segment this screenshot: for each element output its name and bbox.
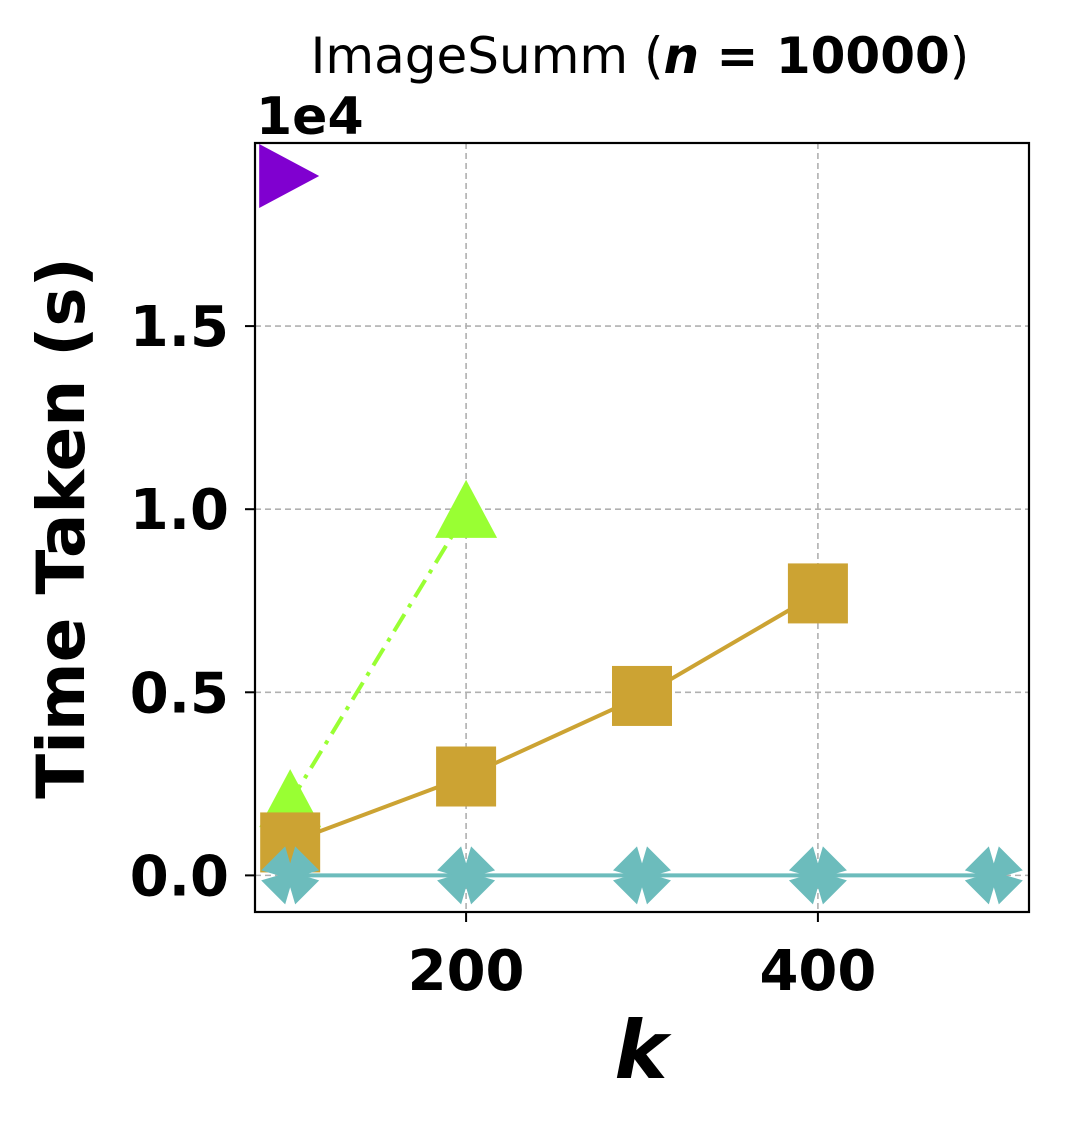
chart-title-prefix: ImageSumm (	[311, 27, 664, 85]
data-point-x	[788, 846, 847, 905]
chart-title-suffix: )	[950, 27, 970, 85]
data-point-x	[261, 846, 320, 905]
data-point-triangle	[259, 143, 320, 208]
y-tick-label: 0.5	[130, 661, 229, 726]
y-tick-label: 1.5	[130, 295, 229, 360]
data-point-x	[964, 846, 1023, 905]
ticks: 200 400 0.0 0.5 1.0 1.5	[130, 295, 877, 1004]
y-tick-label: 0.0	[130, 844, 229, 909]
data-point-square	[612, 665, 672, 726]
series-line	[288, 511, 468, 804]
y-offset-label: 1e4	[256, 87, 364, 147]
data-point-x	[437, 846, 496, 905]
series-3	[261, 846, 1023, 905]
y-axis-label: Time Taken (s)	[23, 257, 100, 799]
chart-title-equals: =	[699, 27, 776, 85]
series-2	[260, 563, 848, 873]
series-layer	[259, 143, 1023, 905]
data-point-x	[613, 846, 671, 905]
series-line	[289, 591, 819, 845]
chart-title-value: 10000	[776, 27, 950, 85]
x-axis-label: k	[614, 1004, 672, 1097]
x-tick-label: 400	[759, 939, 876, 1004]
series-0	[259, 143, 320, 208]
plot-frame	[253, 141, 1031, 914]
data-point-square	[436, 746, 497, 807]
chart-title-variable: n	[664, 27, 700, 85]
data-point-triangle	[435, 479, 498, 538]
data-point-square	[787, 563, 848, 624]
x-tick-label: 200	[408, 939, 525, 1004]
chart-title: ImageSumm (n = 10000)	[311, 27, 970, 85]
y-tick-label: 1.0	[130, 478, 229, 543]
grid	[255, 143, 1029, 912]
